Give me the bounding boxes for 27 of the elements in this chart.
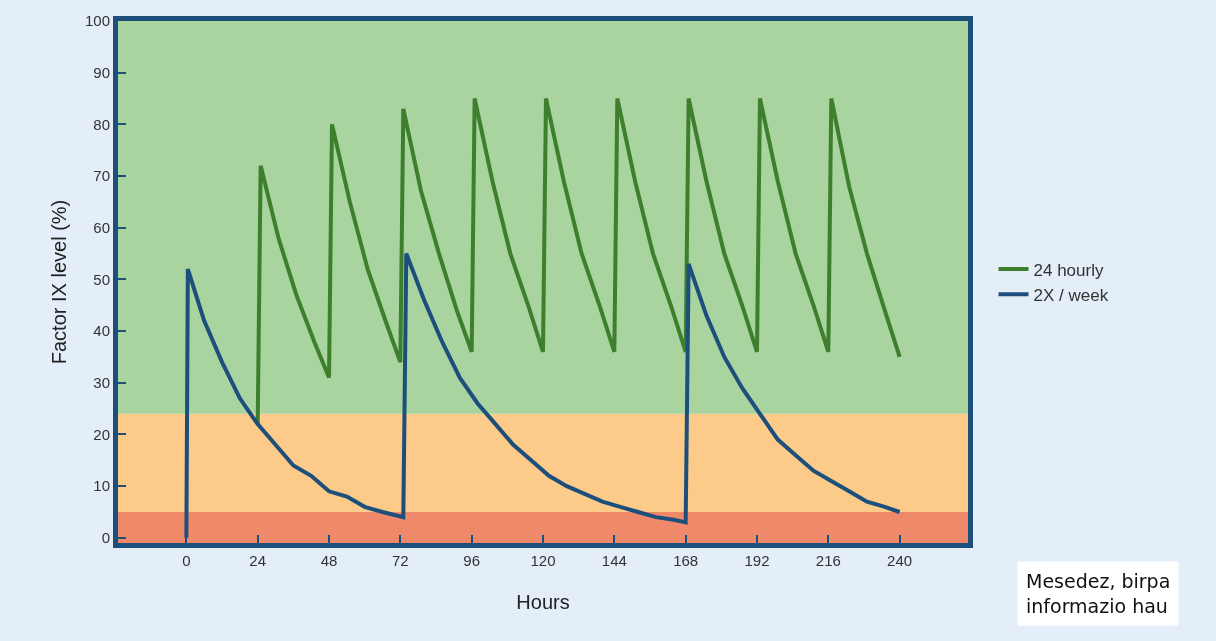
x-tick-label: 0 [182, 552, 191, 569]
x-tick-label: 120 [530, 552, 556, 569]
y-tick-label: 0 [101, 529, 110, 547]
y-tick-label: 40 [93, 322, 110, 340]
x-tick-label: 96 [463, 552, 481, 569]
x-tick-label: 24 [249, 552, 267, 569]
y-tick-label: 20 [93, 425, 110, 443]
x-tick-label: 72 [392, 552, 409, 569]
x-tick-label: 216 [815, 552, 841, 569]
y-tick-label: 80 [93, 115, 110, 133]
legend-label: 2X / week [1033, 285, 1109, 305]
x-tick-label: 240 [887, 552, 913, 569]
legend-label: 24 hourly [1033, 260, 1104, 280]
x-tick-label: 192 [744, 552, 770, 569]
x-tick-label: 48 [320, 552, 338, 569]
x-tick-label: 168 [673, 552, 699, 569]
text: Mesedez, birpa informazio hau [1026, 570, 1171, 617]
y-tick-label: 50 [93, 270, 110, 288]
y-tick-label: 90 [93, 63, 110, 81]
y-axis-title: Factor IX level (%) [48, 199, 71, 365]
y-tick-label: 10 [93, 477, 110, 495]
y-tick-label: 60 [93, 218, 110, 236]
y-tick-label: 30 [93, 374, 110, 392]
y-tick-label: 70 [93, 167, 110, 185]
x-axis-title: Hours [516, 590, 570, 613]
y-tick-label: 100 [84, 12, 110, 30]
x-tick-label: 144 [601, 552, 627, 569]
